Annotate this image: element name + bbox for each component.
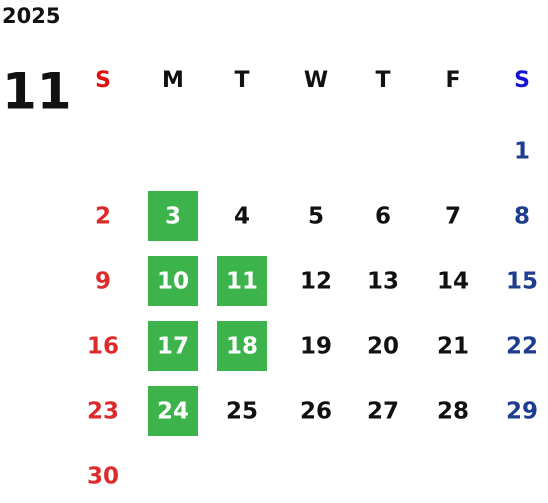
day-number: 29 [506,399,538,425]
weekday-label: T [375,68,390,93]
day-number: 1 [514,139,530,165]
highlight-box [148,321,198,371]
highlight-box [148,191,198,241]
day-number: 26 [300,399,332,425]
weekday-label: M [162,68,184,93]
day-number: 3 [165,204,181,230]
day-number: 12 [300,269,332,295]
day-number: 25 [226,399,258,425]
day-number: 18 [226,334,258,360]
day-number: 6 [375,204,391,230]
day-number: 16 [87,334,119,360]
day-number: 7 [445,204,461,230]
day-number: 30 [87,464,119,490]
day-number: 8 [514,204,530,230]
day-number: 28 [437,399,469,425]
day-number: 14 [437,269,469,295]
weekday-label: W [304,68,328,93]
year: 2025 [2,4,60,28]
day-number: 23 [87,399,119,425]
day-number: 11 [226,269,258,295]
highlight-box [217,256,267,306]
weekday-label: S [95,68,111,93]
day-number: 13 [367,269,399,295]
weekday-label: S [514,68,530,93]
day-number: 9 [95,269,111,295]
day-number: 21 [437,334,469,360]
day-number: 19 [300,334,332,360]
weekday-label: F [445,68,460,93]
day-number: 10 [157,269,189,295]
day-number: 17 [157,334,189,360]
day-number: 24 [157,399,189,425]
weekday-label: T [234,68,249,93]
day-number: 5 [308,204,324,230]
day-number: 2 [95,204,111,230]
highlight-box [148,256,198,306]
day-number: 15 [506,269,538,295]
month: 11 [2,63,72,121]
highlight-box [217,321,267,371]
day-number: 22 [506,334,538,360]
day-number: 4 [234,204,250,230]
day-number: 20 [367,334,399,360]
day-number: 27 [367,399,399,425]
highlight-box [148,386,198,436]
